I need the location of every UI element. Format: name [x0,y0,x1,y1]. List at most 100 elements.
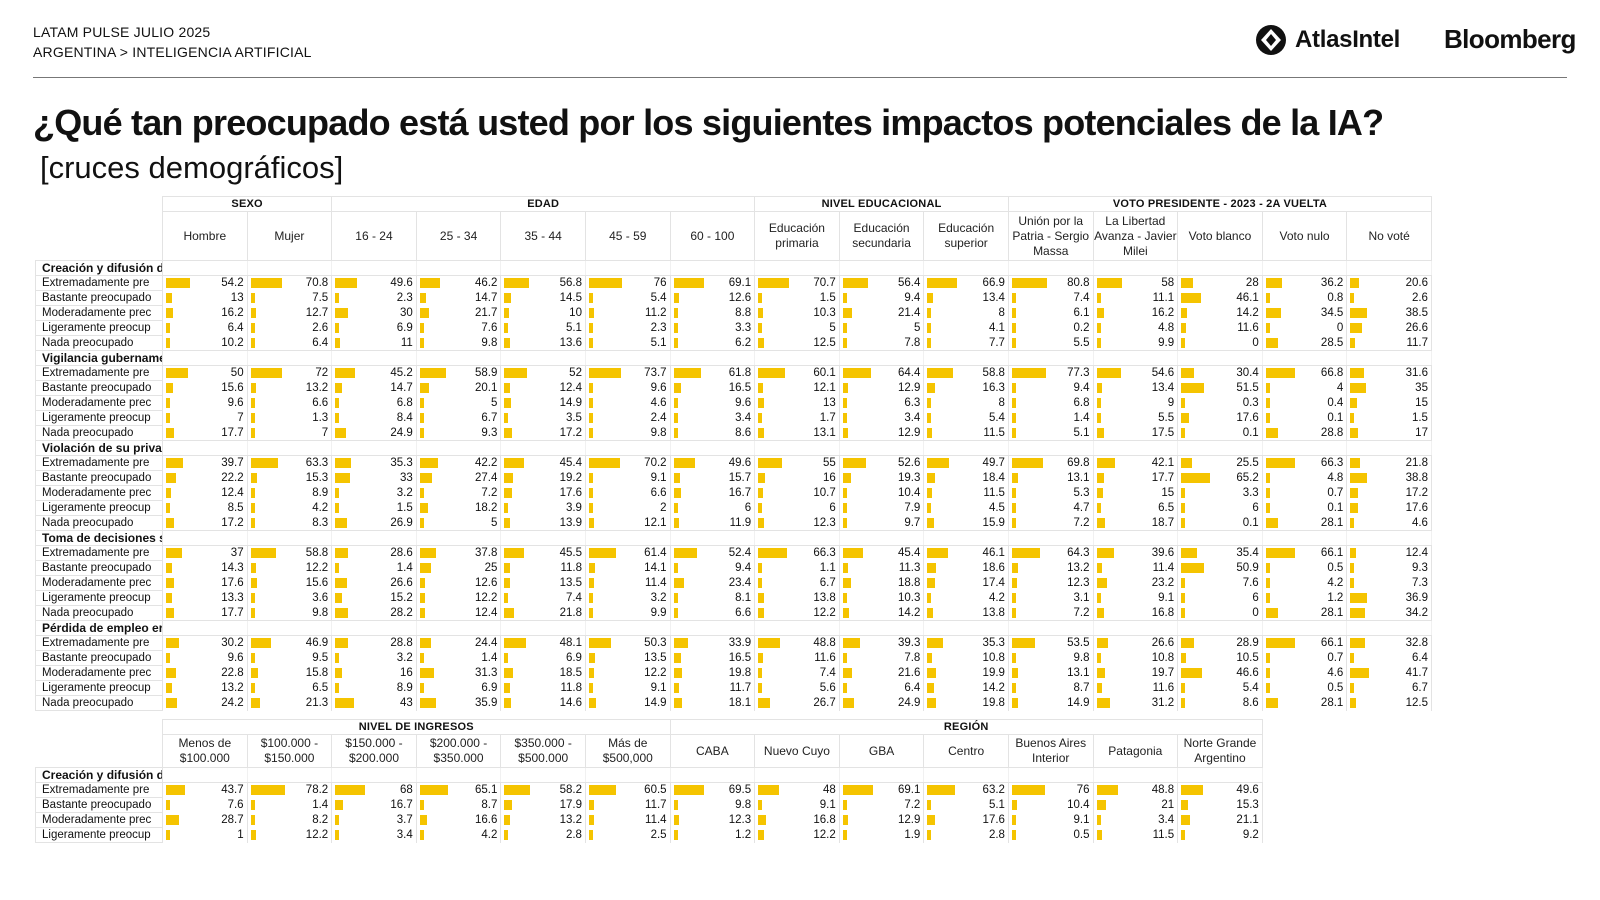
value-bar [927,563,936,573]
table-cell: 23.2 [1092,575,1179,591]
table-cell: 11.6 [1177,320,1263,336]
value-bar [1350,278,1360,289]
table-cell: 18.7 [1092,515,1179,531]
table-cell: 10.3 [838,590,925,606]
value-label: 33.9 [728,637,752,650]
table-cell: 16.8 [1092,605,1179,621]
table-cell: 9.5 [246,650,333,666]
value-bar [758,368,785,379]
table-cell: 0.5 [1007,827,1094,843]
value-bar [250,683,255,693]
value-label: 0.4 [1327,397,1344,409]
table-cell: 12.2 [754,827,840,843]
value-bar [1011,308,1016,318]
value-label: 19.7 [1151,667,1175,679]
value-bar [419,607,426,618]
value-label: 54.6 [1151,367,1175,380]
value-label: 77.3 [1067,367,1090,380]
table-cell: 38.8 [1346,470,1432,486]
value-label: 0.7 [1327,487,1344,499]
value-label: 1 [237,829,244,841]
value-label: 8 [998,307,1005,319]
table-cell: 39.3 [838,635,925,651]
table-cell: 65.2 [1177,470,1263,486]
table-cell: 6.1 [1007,305,1094,321]
table-cell: 16 [331,665,417,681]
column-header-nuevo-cuyo: Nuevo Cuyo [754,734,840,768]
section-spacer [162,530,248,546]
table-cell: 2 [584,500,671,516]
table-cell: 50 [162,365,248,381]
table-cell: 1.7 [754,410,840,426]
section-spacer [415,260,502,276]
value-label: 9.8 [650,426,667,439]
table-cell: 16.7 [669,485,756,501]
table-cell: 4.7 [1007,500,1094,516]
row-label: Moderadamente prec [35,395,163,411]
value-bar [1096,323,1101,333]
value-label: 32.8 [1405,637,1428,650]
value-label: 49.6 [390,277,413,290]
section-spacer [500,620,586,636]
table-cell: 61.4 [584,545,671,561]
value-label: 70.7 [813,277,836,290]
table-cell: 12.4 [1346,545,1432,561]
value-bar [588,413,593,423]
table-cell: 73.7 [584,365,671,381]
bloomberg-logo: Bloomberg [1444,24,1576,54]
table-cell: 0.7 [1261,485,1348,501]
table-cell: 11.4 [1092,560,1179,576]
section-spacer [923,530,1009,546]
column-header-16-24: 16 - 24 [331,211,417,261]
value-bar [419,323,424,333]
value-label: 55 [822,457,836,470]
value-label: 6.4 [312,336,329,349]
value-label: 9.8 [481,336,498,349]
section-spacer [1092,767,1179,783]
table-cell: 3.5 [500,410,586,426]
value-label: 10.4 [1067,799,1090,811]
table-cell: 5.5 [1007,335,1094,351]
value-label: 73.7 [644,367,667,380]
section-spacer [415,350,502,366]
value-label: 5 [913,322,921,334]
section-spacer [838,620,925,636]
value-label: 69.8 [1067,457,1090,470]
value-bar [250,563,256,573]
value-bar [1011,278,1048,289]
table-row: Ligeramente preocup 7 1.3 8.4 6.7 3.5 2.4 3.4 1.… [35,410,1432,426]
value-bar [673,653,681,663]
value-label: 8 [998,397,1005,409]
section-spacer [923,767,1009,783]
table-cell: 13.1 [1007,470,1094,486]
value-bar [588,638,612,649]
value-label: 1.9 [904,829,921,841]
value-label: 17.6 [221,577,244,589]
value-label: 8.9 [396,682,413,694]
value-bar [673,413,678,423]
table-cell: 12.5 [754,335,840,351]
table-cell: 17.7 [1092,470,1179,486]
value-label: 6 [1252,502,1259,514]
value-label: 9.7 [904,516,921,529]
value-label: 48.8 [813,637,836,650]
value-bar [1265,413,1270,423]
section-spacer [584,620,671,636]
table-cell: 21.3 [246,695,333,711]
value-bar [166,815,179,825]
section-spacer [1346,440,1432,456]
value-label: 7.4 [1073,292,1090,304]
value-bar [588,293,593,303]
table-cell: 6.9 [331,320,417,336]
value-label: 34.5 [1320,307,1344,319]
value-label: 14.9 [1067,697,1090,709]
table-cell: 21.6 [838,665,925,681]
value-label: 3.3 [1242,487,1259,499]
table-cell: 35.3 [331,455,417,471]
table-cell: 26.6 [1346,320,1432,336]
value-label: 6.3 [904,397,921,409]
table-cell: 7.6 [1177,575,1263,591]
value-bar [1181,517,1186,528]
value-label: 4.2 [312,502,329,514]
table-cell: 2.5 [584,827,671,843]
